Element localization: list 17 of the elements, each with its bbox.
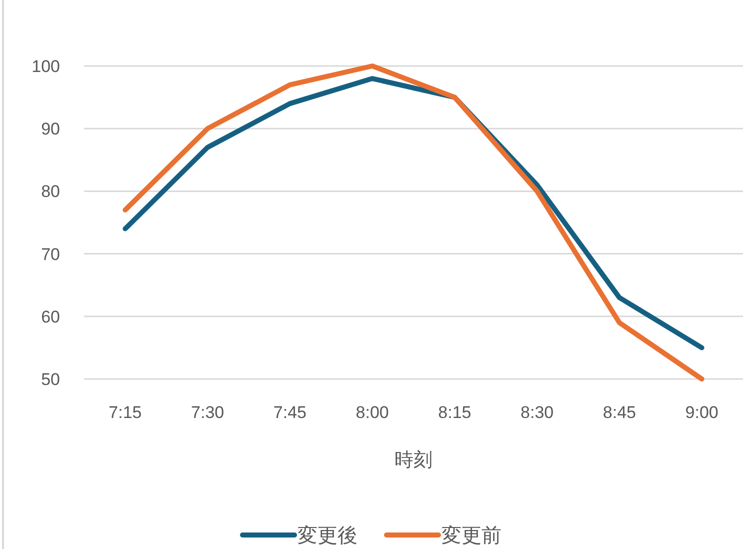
x-tick-label: 8:45 bbox=[602, 403, 636, 422]
x-tick-label: 7:15 bbox=[108, 403, 142, 422]
legend-label: 変更前 bbox=[442, 524, 502, 547]
x-tick-label: 8:30 bbox=[520, 403, 554, 422]
x-tick-label: 7:30 bbox=[191, 403, 224, 422]
y-tick-label: 80 bbox=[41, 182, 60, 202]
x-tick-label: 8:00 bbox=[356, 403, 389, 422]
y-tick-label: 60 bbox=[41, 307, 60, 326]
legend-label: 変更後 bbox=[298, 524, 358, 547]
y-tick-label: 50 bbox=[41, 370, 60, 389]
x-axis-title: 時刻 bbox=[394, 449, 432, 471]
x-tick-label: 8:15 bbox=[438, 403, 472, 422]
y-tick-label: 100 bbox=[32, 57, 60, 76]
x-tick-label: 9:00 bbox=[685, 403, 718, 422]
y-tick-label: 70 bbox=[41, 244, 60, 264]
y-tick-label: 90 bbox=[41, 120, 60, 139]
x-tick-label: 7:45 bbox=[273, 403, 306, 422]
